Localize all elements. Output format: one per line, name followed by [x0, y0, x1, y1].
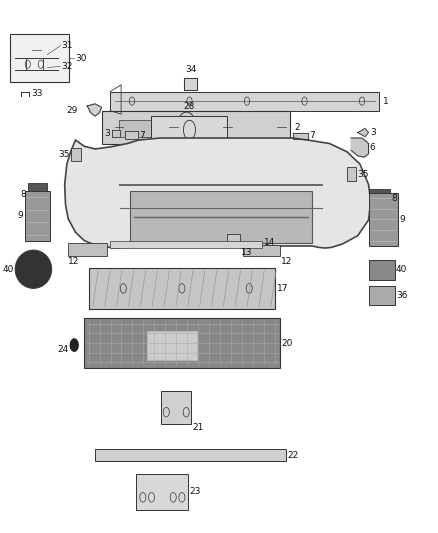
Text: 35: 35: [358, 169, 369, 179]
Bar: [25, 191, 50, 240]
Text: 21: 21: [193, 423, 204, 432]
Text: 33: 33: [31, 89, 42, 98]
Bar: [368, 193, 398, 246]
Text: 8: 8: [392, 195, 397, 204]
Text: 29: 29: [66, 106, 78, 115]
Text: 36: 36: [396, 290, 407, 300]
Text: 40: 40: [2, 265, 14, 274]
Text: 22: 22: [287, 450, 299, 459]
Bar: [28, 183, 47, 205]
Polygon shape: [184, 78, 197, 90]
Text: 3: 3: [105, 129, 110, 138]
Polygon shape: [125, 131, 138, 140]
Bar: [102, 111, 290, 143]
Polygon shape: [293, 133, 308, 140]
Text: 17: 17: [277, 284, 289, 293]
Text: 23: 23: [190, 488, 201, 497]
Bar: [147, 332, 197, 360]
Text: 24: 24: [57, 345, 68, 354]
Text: 8: 8: [21, 190, 26, 199]
Bar: [347, 167, 357, 181]
Text: 1: 1: [383, 96, 389, 106]
Text: 2: 2: [294, 123, 300, 132]
Bar: [119, 119, 154, 136]
Bar: [84, 318, 279, 368]
Text: 12: 12: [281, 257, 292, 266]
Text: 9: 9: [400, 215, 406, 224]
Polygon shape: [112, 130, 120, 136]
Bar: [136, 474, 188, 510]
Text: 7: 7: [139, 131, 145, 140]
Bar: [368, 189, 390, 208]
Text: 12: 12: [68, 256, 80, 265]
Bar: [110, 241, 262, 248]
Bar: [161, 391, 191, 424]
Text: 28: 28: [184, 102, 195, 111]
Bar: [88, 268, 275, 309]
Polygon shape: [358, 128, 368, 136]
Bar: [11, 34, 69, 82]
Bar: [152, 116, 227, 143]
Text: 6: 6: [370, 143, 376, 152]
Text: 34: 34: [185, 65, 196, 74]
Text: 31: 31: [61, 41, 73, 50]
Bar: [68, 243, 107, 255]
Text: 9: 9: [17, 212, 23, 221]
Text: 40: 40: [396, 265, 407, 274]
Ellipse shape: [15, 250, 52, 288]
Text: 32: 32: [61, 62, 73, 71]
Text: 35: 35: [58, 150, 70, 159]
Text: 14: 14: [264, 238, 275, 247]
Text: 20: 20: [282, 338, 293, 348]
Polygon shape: [351, 138, 368, 157]
Bar: [130, 191, 312, 243]
Bar: [95, 449, 286, 461]
Polygon shape: [65, 138, 371, 248]
Polygon shape: [87, 104, 102, 116]
Circle shape: [71, 339, 78, 351]
Text: 30: 30: [75, 54, 87, 62]
Text: 7: 7: [309, 131, 315, 140]
Bar: [227, 233, 240, 247]
Text: 3: 3: [370, 128, 376, 137]
Bar: [368, 260, 395, 280]
Bar: [71, 148, 81, 161]
Bar: [368, 286, 395, 305]
Bar: [110, 92, 379, 111]
Bar: [243, 245, 279, 255]
Text: 13: 13: [240, 248, 252, 257]
